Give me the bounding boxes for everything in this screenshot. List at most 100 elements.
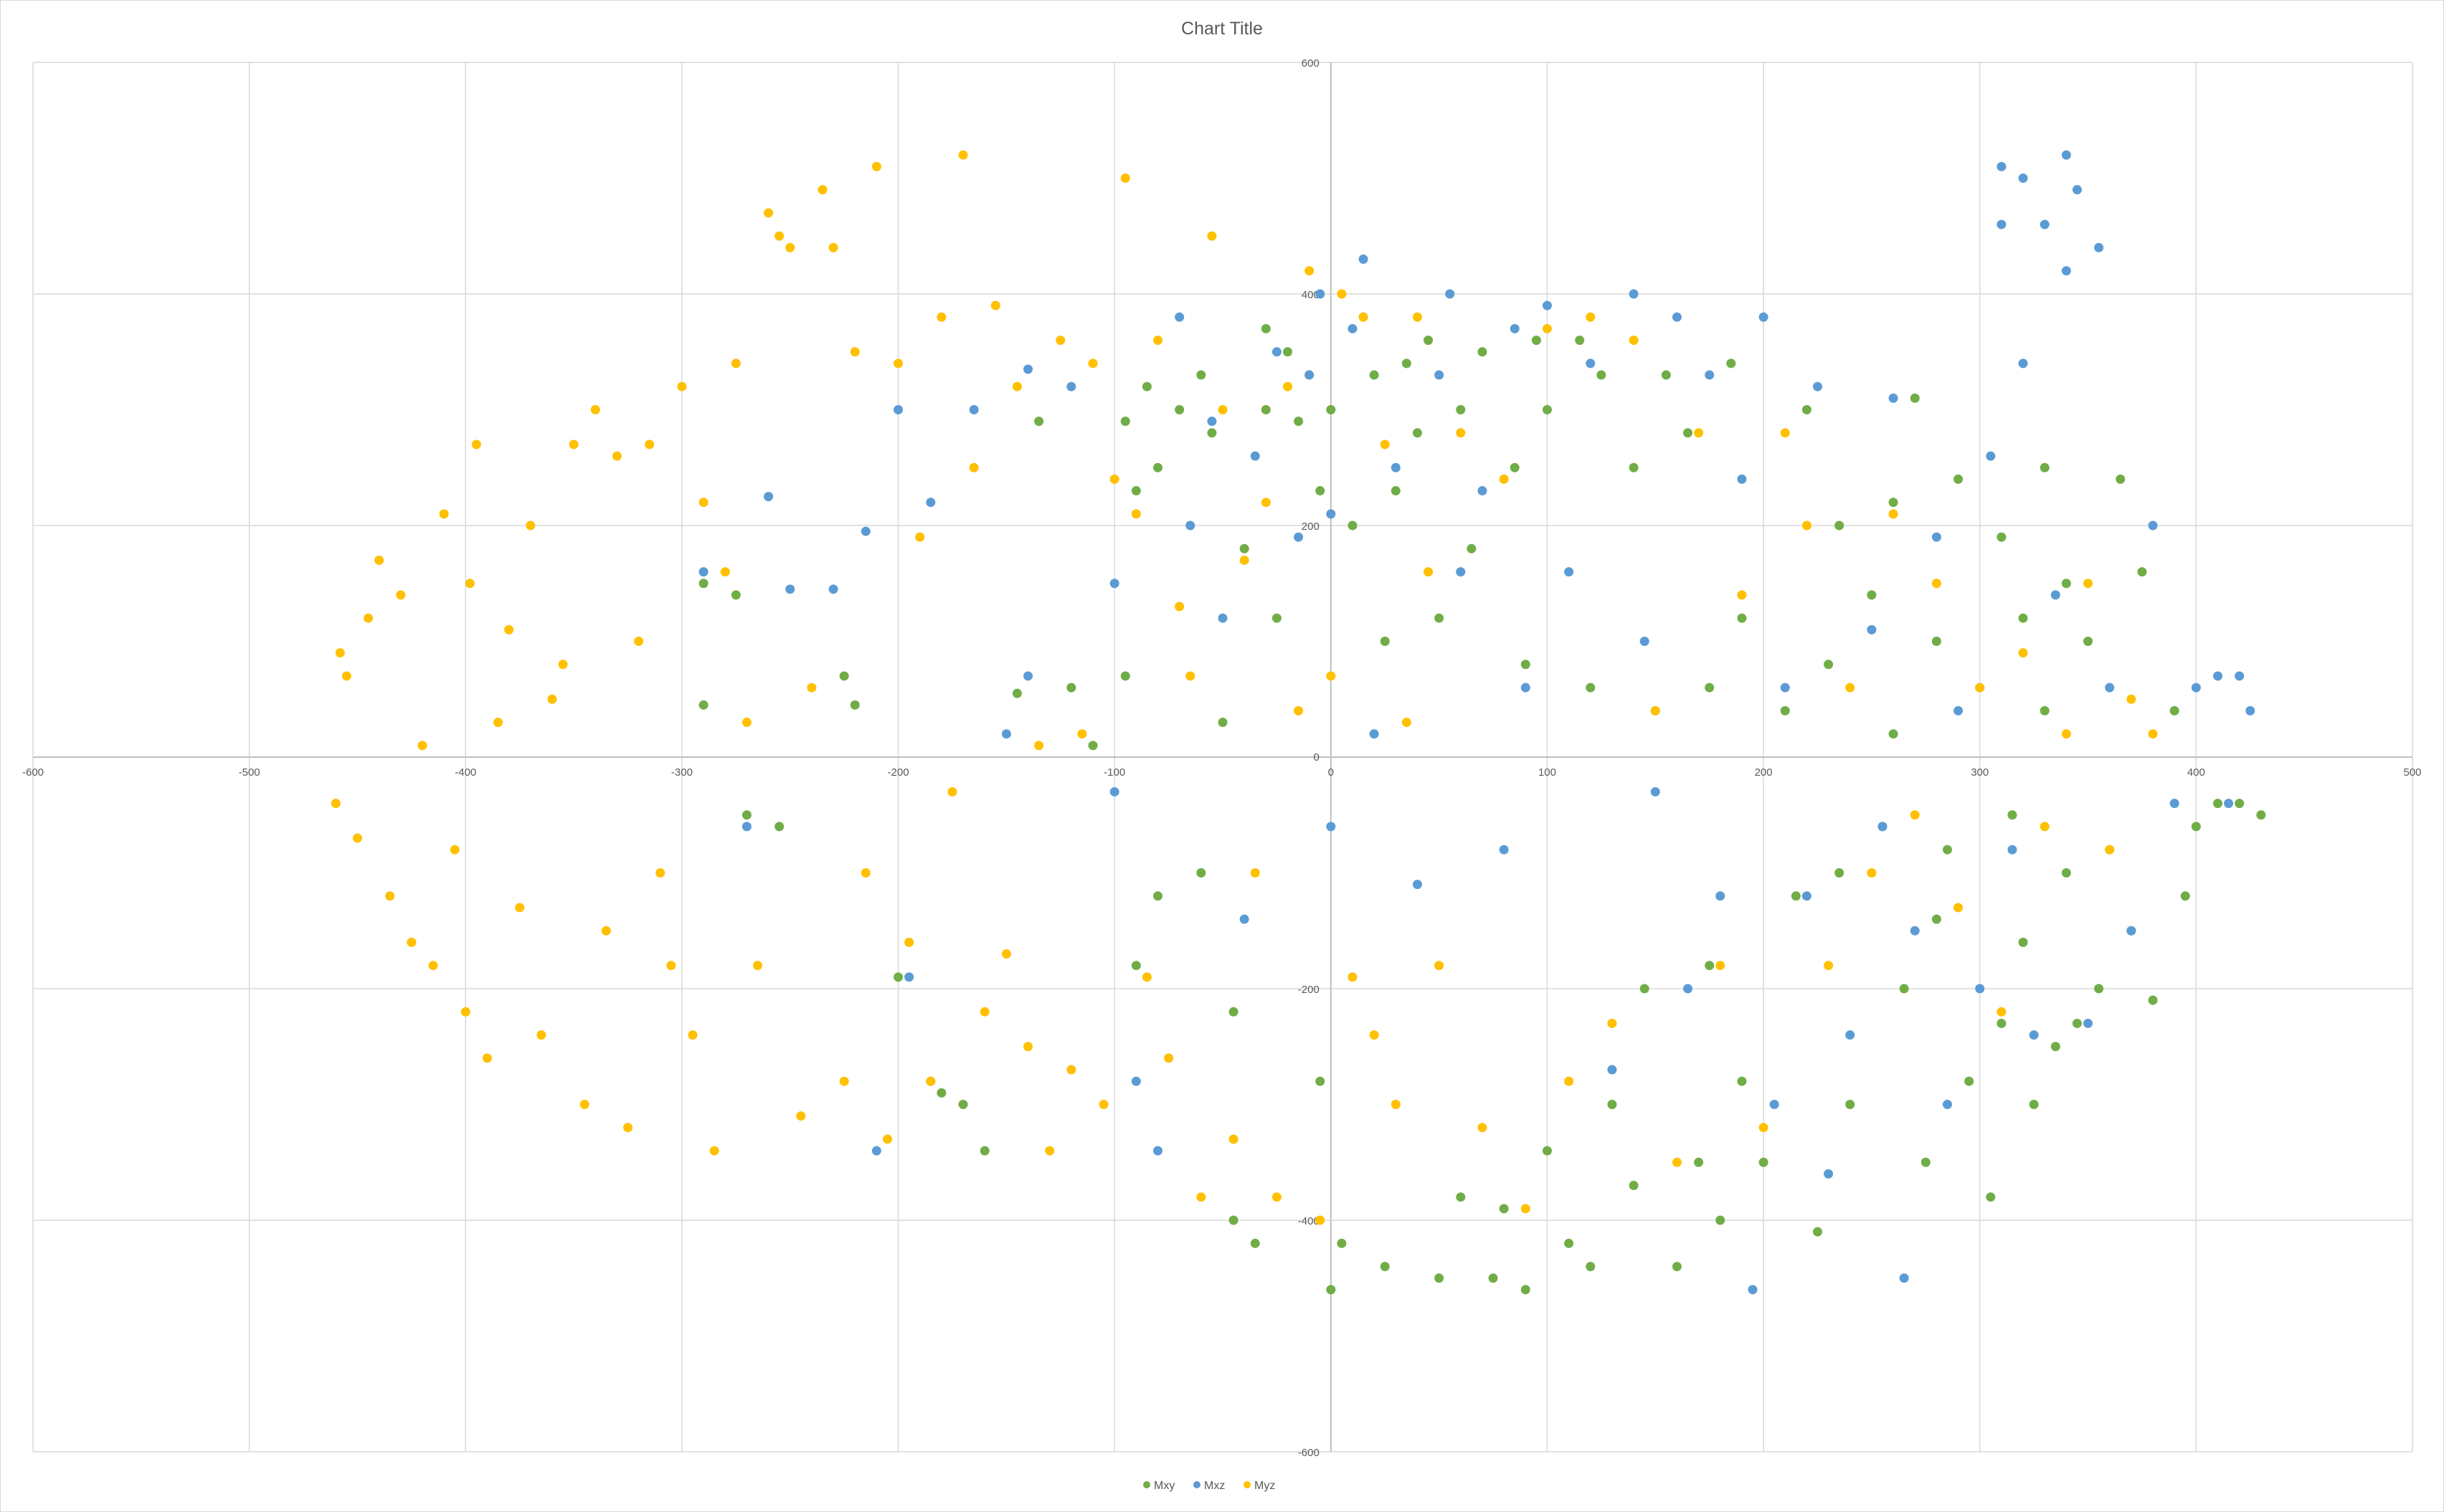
data-point [958,1100,968,1109]
data-point [1629,289,1639,299]
data-point [1434,613,1444,623]
data-point [1347,972,1358,982]
data-point [1477,1123,1487,1133]
data-point [428,961,438,971]
data-point [1434,370,1444,380]
data-point [1867,590,1877,600]
data-point [1531,336,1541,346]
data-point [1369,370,1379,380]
data-point [828,242,838,252]
data-point [1250,451,1260,461]
data-point [2029,1100,2039,1109]
data-point [709,1146,719,1156]
data-point [2094,242,2104,252]
data-point [504,624,514,634]
data-point [1801,891,1811,901]
data-point [1997,219,2007,229]
data-point [515,903,525,913]
data-point [2180,891,2190,901]
data-point [1261,405,1271,414]
x-tick-label: -400 [455,766,476,779]
data-point [1629,462,1639,472]
data-point [1801,520,1811,531]
data-point [1510,462,1520,472]
data-point [1045,1146,1055,1156]
data-point [1294,532,1304,542]
data-point [1683,428,1693,438]
series-mxz [698,150,2255,1295]
data-point [1228,1215,1238,1225]
data-point [698,498,709,508]
data-point [1997,532,2007,542]
data-point [871,161,881,171]
data-point [1780,705,1790,715]
data-point [1131,509,1141,519]
data-point [2169,705,2179,715]
data-point [1705,683,1715,693]
data-point [1575,336,1585,346]
data-point [1683,984,1693,994]
data-point [2083,579,2093,589]
data-point [677,381,687,391]
data-point [1780,428,1790,438]
data-point [1672,1262,1682,1272]
data-point [1791,891,1801,901]
data-point [926,498,936,508]
data-point [1975,984,1985,994]
data-point [1499,1204,1509,1214]
data-point [1120,671,1130,681]
data-point [2148,729,2158,739]
data-point [1066,1065,1076,1075]
data-point [579,1100,589,1109]
data-point [1586,312,1596,322]
data-point [1120,417,1130,427]
x-tick-label: 0 [1328,766,1334,779]
x-tick-label: -600 [22,766,44,779]
data-point [2018,358,2028,369]
data-point [1207,417,1217,427]
data-point [1801,405,1811,414]
data-point [904,972,914,982]
axes [33,62,2412,1452]
data-point [2256,810,2266,820]
data-point [1347,520,1358,531]
data-point [1931,532,1941,542]
y-tick-label: -400 [1298,1215,1320,1227]
data-point [1672,312,1682,322]
y-tick-label: 600 [1302,57,1320,70]
legend-item-myz: Myz [1244,1480,1275,1492]
data-point [1888,729,1898,739]
data-point [1066,683,1076,693]
data-point [1391,1100,1401,1109]
data-point [785,584,795,594]
data-point [1586,1262,1596,1272]
data-point [1661,370,1671,380]
data-point [1282,347,1292,357]
data-point [1153,1146,1163,1156]
data-point [1218,405,1228,414]
x-tick-label: -200 [888,766,909,779]
data-point [331,799,341,809]
data-point [1228,1134,1238,1144]
data-point [1694,428,1704,438]
data-point [915,532,925,542]
data-point [1564,567,1574,577]
data-point [937,312,947,322]
data-point [1315,1076,1325,1086]
data-point [352,833,362,843]
data-point [1380,1262,1390,1272]
data-point [2040,822,2050,832]
data-point [1888,509,1898,519]
data-point [1726,358,1736,369]
data-point [1001,949,1011,959]
data-point [2083,1018,2093,1028]
data-point [2061,150,2071,160]
legend: Mxy Mxz Myz [1143,1480,1275,1492]
data-point [1510,323,1520,333]
data-point [1088,741,1098,751]
data-point [493,718,503,728]
data-point [1715,961,1725,971]
data-point [742,822,752,832]
data-point [1867,868,1877,878]
